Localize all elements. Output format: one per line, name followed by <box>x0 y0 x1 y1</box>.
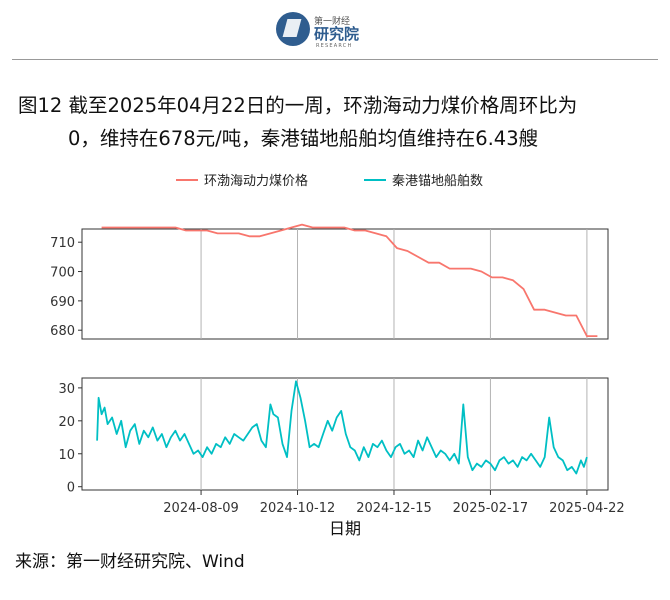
logo: 第一财经 研究院 RESEARCH <box>276 10 376 50</box>
x-tick-label: 2024-08-09 <box>163 501 239 516</box>
source-note: 来源：第一财经研究院、Wind <box>15 552 245 572</box>
figure-title-line1: 图12 截至2025年04月22日的一周，环渤海动力煤价格周环比为 <box>18 94 578 117</box>
legend: 环渤海动力煤价格 秦港锚地船舶数 <box>176 173 483 189</box>
y-tick-label: 30 <box>58 382 75 397</box>
x-tick-label: 2025-04-22 <box>549 501 625 516</box>
logo-sub: RESEARCH <box>316 43 353 49</box>
x-axis-label: 日期 <box>329 519 361 538</box>
y-tick-label: 710 <box>50 236 75 251</box>
y-tick-label: 680 <box>50 324 75 339</box>
logo-top-text: 第一财经 <box>314 17 351 27</box>
x-tick-label: 2024-12-15 <box>356 501 432 516</box>
figure-title-line2: 0，维持在678元/吨，秦港锚地船舶均值维持在6.43艘 <box>68 127 539 150</box>
header-divider <box>12 59 658 60</box>
x-tick-label: 2025-02-17 <box>453 501 529 516</box>
figure-title: 图12 截至2025年04月22日的一周，环渤海动力煤价格周环比为 0，维持在6… <box>18 89 658 155</box>
legend-label-ships: 秦港锚地船舶数 <box>392 173 483 189</box>
y-tick-label: 0 <box>67 481 75 496</box>
x-tick-label: 2024-10-12 <box>260 501 336 516</box>
top-panel-frame <box>81 228 609 340</box>
y-tick-label: 10 <box>58 448 75 463</box>
series-line-price <box>101 223 598 337</box>
logo-icon <box>276 12 310 46</box>
bottom-panel-frame <box>81 377 609 491</box>
y-tick-label: 690 <box>50 295 75 310</box>
y-tick-label: 20 <box>58 415 75 430</box>
legend-label-price: 环渤海动力煤价格 <box>204 173 308 189</box>
series-line-ships <box>96 380 588 475</box>
logo-name: 研究院 <box>314 25 360 43</box>
y-tick-label: 700 <box>50 266 75 281</box>
